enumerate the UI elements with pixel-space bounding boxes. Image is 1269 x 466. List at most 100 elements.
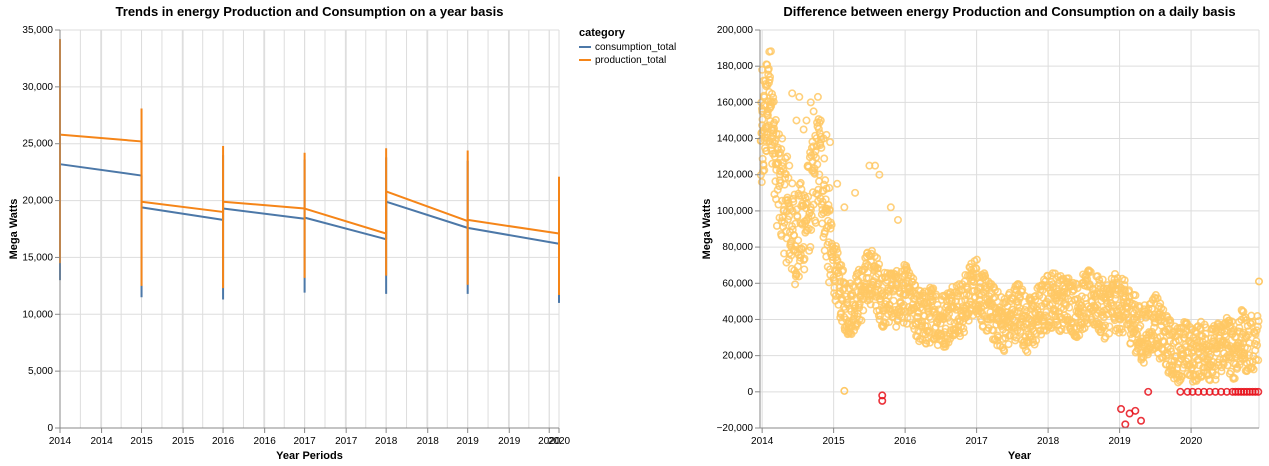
scatter-point-negative <box>1144 387 1153 396</box>
scatter-point <box>763 133 772 142</box>
scatter-point <box>894 273 903 282</box>
scatter-point <box>1139 358 1148 367</box>
scatter-point <box>800 254 809 263</box>
scatter-point <box>933 300 942 309</box>
scatter-point <box>1032 336 1041 345</box>
scatter-point <box>875 306 884 315</box>
scatter-point <box>1113 324 1122 333</box>
scatter-point <box>972 255 981 264</box>
scatter-point <box>803 226 812 235</box>
chart1-xtick-label-1: 2014 <box>90 436 113 447</box>
chart1-y-axis-title: Mega Watts <box>8 199 20 260</box>
scatter-point <box>898 313 907 322</box>
chart1-ytick-label-5: 25,000 <box>22 139 53 150</box>
scatter-point <box>1240 351 1249 360</box>
scatter-point-high <box>806 98 815 107</box>
scatter-point <box>1106 289 1115 298</box>
scatter-point <box>1230 374 1239 383</box>
chart1-xtick-label-2: 2015 <box>130 436 153 447</box>
scatter-point <box>831 277 840 286</box>
scatter-point <box>807 225 816 234</box>
scatter-point <box>1111 294 1120 303</box>
scatter-point <box>956 332 965 341</box>
scatter-point <box>1211 375 1220 384</box>
scatter-point <box>1136 321 1145 330</box>
scatter-point-high <box>762 60 771 69</box>
chart2-ytick-label-7: 120,000 <box>717 170 754 181</box>
scatter-point <box>786 237 795 246</box>
scatter-point <box>1132 315 1141 324</box>
chart2-ytick-label-5: 80,000 <box>722 242 753 253</box>
chart2-grid <box>760 29 1260 429</box>
chart1-xtick-label-9: 2018 <box>417 436 440 447</box>
scatter-point <box>788 179 797 188</box>
chart2-xtick-label-4: 2018 <box>1037 436 1060 447</box>
scatter-point <box>766 72 775 81</box>
scatter-point <box>1236 339 1245 348</box>
scatter-point-high <box>875 170 884 179</box>
production_total-segment-3 <box>304 207 387 235</box>
chart2-xtick-label-3: 2017 <box>965 436 988 447</box>
scatter-point <box>793 212 802 221</box>
chart1-xtick-label-10: 2019 <box>457 436 480 447</box>
chart2-title: Difference between energy Production and… <box>783 4 1235 19</box>
scatter-point <box>781 154 790 163</box>
scatter-point <box>1001 297 1010 306</box>
scatter-point <box>920 312 929 321</box>
scatter-point <box>1030 340 1039 349</box>
scatter-point-high <box>826 138 835 147</box>
scatter-point <box>1249 365 1258 374</box>
scatter-point <box>944 338 953 347</box>
scatter-point <box>911 281 920 290</box>
scatter-point <box>993 287 1002 296</box>
scatter-point <box>810 169 819 178</box>
scatter-point <box>1086 267 1095 276</box>
chart1-legend: category consumption_total production_tota… <box>579 27 676 66</box>
scatter-point <box>1235 323 1244 332</box>
scatter-point-high <box>776 170 785 179</box>
scatter-point <box>820 154 829 163</box>
scatter-point <box>960 328 969 337</box>
scatter-point <box>805 246 814 255</box>
scatter-point <box>794 236 803 245</box>
production_total-segment-5 <box>467 218 560 235</box>
scatter-point-high <box>809 107 818 116</box>
scatter-point <box>1131 291 1140 300</box>
scatter-point-negative <box>878 396 887 405</box>
scatter-point-high <box>802 116 811 125</box>
scatter-point <box>1245 339 1254 348</box>
scatter-point <box>1098 275 1107 284</box>
scatter-point <box>760 166 769 175</box>
scatter-point <box>941 324 950 333</box>
scatter-point-negative <box>878 391 887 400</box>
scatter-point-high <box>783 152 792 161</box>
chart2-xtick-label-1: 2015 <box>823 436 846 447</box>
scatter-negative-points <box>878 387 1263 429</box>
scatter-point <box>1156 299 1165 308</box>
chart1-ytick-label-3: 15,000 <box>22 252 53 263</box>
scatter-point <box>922 339 931 348</box>
scatter-point <box>1252 326 1261 335</box>
scatter-point <box>1235 360 1244 369</box>
chart1-ytick-label-6: 30,000 <box>22 82 53 93</box>
scatter-point <box>1159 305 1168 314</box>
scatter-point-negative <box>1131 406 1140 415</box>
scatter-point <box>1113 274 1122 283</box>
scatter-point <box>762 147 771 156</box>
scatter-point <box>784 173 793 182</box>
scatter-point <box>998 307 1007 316</box>
chart1-xtick-label-8: 2018 <box>375 436 398 447</box>
scatter-point <box>1033 302 1042 311</box>
scatter-point <box>1253 322 1262 331</box>
scatter-point <box>1095 275 1104 284</box>
scatter-point <box>794 272 803 281</box>
production_total-segment-2 <box>222 200 305 210</box>
scatter-point-low <box>840 386 849 395</box>
scatter-point <box>884 291 893 300</box>
scatter-point <box>906 314 915 323</box>
scatter-point <box>848 282 857 291</box>
scatter-point <box>833 248 842 257</box>
scatter-point-end <box>1254 277 1263 286</box>
scatter-point-high <box>785 161 794 170</box>
scatter-point-negative <box>1183 387 1192 396</box>
